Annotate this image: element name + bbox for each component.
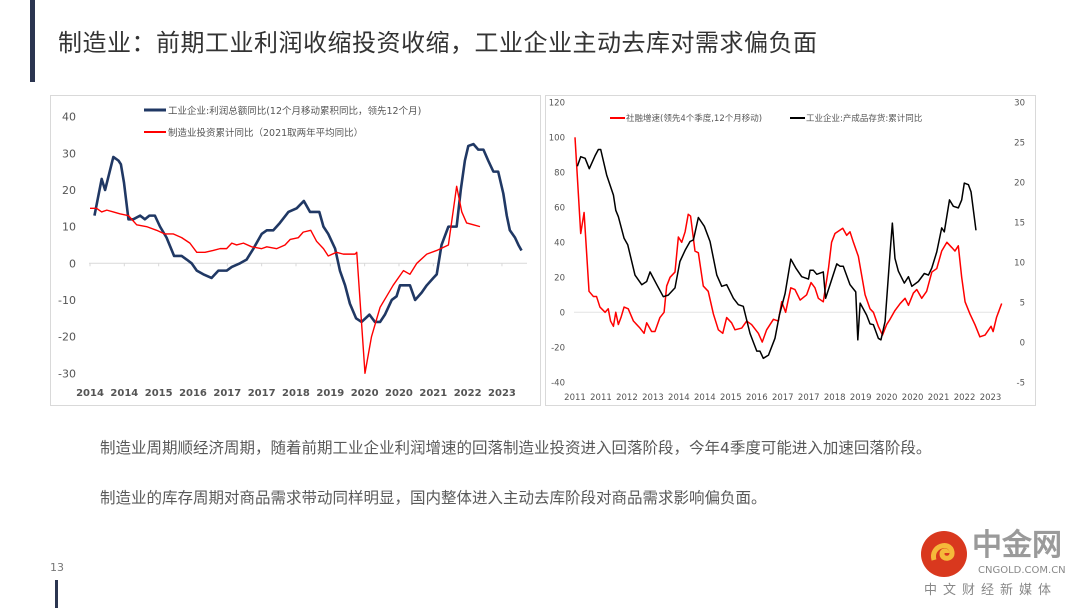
cngold-logo: 中金网 CNGOLD.COM.CN 中文财经新媒体 (918, 528, 1078, 606)
c2-legend-label-1: 工业企业:产成品存货:累计同比 (806, 113, 922, 124)
c2-x-tick-label: 2023 (980, 393, 1002, 403)
c2-legend-label-0: 社融增速(领先4个季度,12个月移动) (626, 113, 762, 124)
c1-x-tick-label: 2015 (145, 388, 173, 399)
c2-x-tick-label: 2012 (616, 393, 638, 403)
c2-x-tick-label: 2014 (668, 393, 690, 403)
c2-right-tick-label: -5 (1017, 378, 1025, 388)
c2-x-tick-label: 2018 (824, 393, 846, 403)
c1-y-tick-label: -20 (58, 331, 76, 344)
c2-x-tick-label: 2019 (850, 393, 872, 403)
c2-right-tick-label: 0 (1020, 338, 1025, 348)
logo-sub-text: 中文财经新媒体 (924, 583, 1058, 598)
c1-x-tick-label: 2020 (385, 388, 413, 399)
c2-left-tick-label: 100 (549, 133, 565, 143)
c1-y-tick-label: 0 (69, 257, 76, 270)
c1-legend-label-1: 制造业投资累计同比（2021取两年平均同比） (168, 127, 363, 139)
logo-url-text: CNGOLD.COM.CN (978, 565, 1066, 576)
c1-x-tick-label: 2021 (419, 388, 447, 399)
c1-y-tick-label: -30 (58, 367, 76, 380)
accent-bar-top (30, 0, 35, 82)
c2-x-tick-label: 2011 (564, 393, 586, 403)
c1-x-tick-label: 2019 (316, 388, 344, 399)
c1-x-tick-label: 2023 (488, 388, 516, 399)
c1-series-line-1 (90, 185, 481, 375)
page-number: 13 (50, 561, 64, 574)
c2-x-tick-label: 2013 (642, 393, 664, 403)
c2-left-tick-label: 60 (554, 203, 565, 213)
c2-left-tick-label: 80 (554, 168, 565, 178)
c2-left-tick-label: 120 (549, 98, 565, 108)
c2-left-tick-label: 20 (554, 273, 565, 283)
c2-x-tick-label: 2016 (746, 393, 768, 403)
c1-x-tick-label: 2020 (351, 388, 379, 399)
c1-x-tick-label: 2016 (179, 388, 207, 399)
c1-y-tick-label: 10 (62, 221, 76, 234)
profit-investment-chart-frame (50, 95, 541, 406)
c1-x-tick-label: 2022 (454, 388, 482, 399)
c1-x-tick-label: 2017 (213, 388, 241, 399)
c2-x-tick-label: 2017 (772, 393, 794, 403)
c2-series-line-0 (574, 137, 1003, 343)
page-title: 制造业：前期工业利润收缩投资收缩，工业企业主动去库对需求偏负面 (58, 29, 818, 57)
c2-x-tick-label: 2015 (720, 393, 742, 403)
c2-left-tick-label: 40 (554, 238, 565, 248)
paragraph-manufacturing-cycle: 制造业周期顺经济周期，随着前期工业企业利润增速的回落制造业投资进入回落阶段，今年… (100, 439, 932, 457)
logo-main-text: 中金网 (972, 528, 1062, 563)
c2-right-tick-label: 30 (1014, 98, 1025, 108)
c1-y-tick-label: 20 (62, 184, 76, 197)
paragraph-inventory-cycle: 制造业的库存周期对商品需求带动同样明显，国内整体进入主动去库阶段对商品需求影响偏… (100, 489, 767, 507)
c2-x-tick-label: 2014 (694, 393, 716, 403)
c1-x-tick-label: 2014 (76, 388, 104, 399)
c2-right-tick-label: 5 (1020, 298, 1025, 308)
c1-legend-label-0: 工业企业:利润总额同比(12个月移动累积同比，领先12个月) (168, 105, 421, 117)
c2-x-tick-label: 2011 (590, 393, 612, 403)
c2-x-tick-label: 2021 (928, 393, 950, 403)
c2-x-tick-label: 2017 (798, 393, 820, 403)
c2-x-tick-label: 2022 (954, 393, 976, 403)
c2-x-tick-label: 2020 (876, 393, 898, 403)
c2-right-tick-label: 20 (1014, 178, 1025, 188)
c1-y-tick-label: -10 (58, 294, 76, 307)
c1-series-line-0 (93, 142, 523, 324)
c1-x-tick-label: 2017 (248, 388, 276, 399)
c1-y-tick-label: 40 (62, 111, 76, 124)
c2-series-line-1 (576, 148, 977, 360)
c2-right-tick-label: 15 (1014, 218, 1025, 228)
c1-x-tick-label: 2014 (110, 388, 138, 399)
c1-y-tick-label: 30 (62, 147, 76, 160)
c2-left-tick-label: 0 (560, 308, 565, 318)
c1-x-tick-label: 2018 (282, 388, 310, 399)
c2-right-tick-label: 25 (1014, 138, 1025, 148)
logo-emblem-icon (921, 531, 967, 577)
accent-bar-bottom (55, 580, 58, 608)
c2-x-tick-label: 2020 (902, 393, 924, 403)
c2-right-tick-label: 10 (1014, 258, 1025, 268)
c2-left-tick-label: -20 (551, 343, 565, 353)
c2-left-tick-label: -40 (551, 378, 565, 388)
